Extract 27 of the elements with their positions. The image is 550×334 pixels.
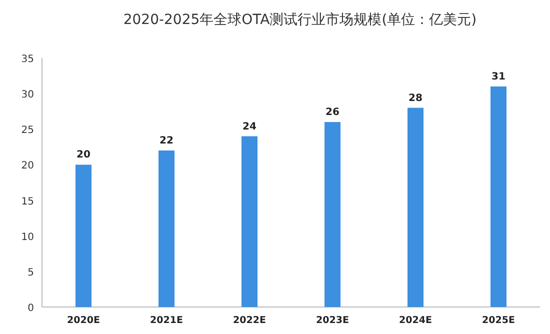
y-tick-label: 5 (28, 267, 34, 278)
x-tick-label: 2023E (316, 315, 349, 326)
data-label: 31 (492, 71, 506, 82)
y-tick-label: 15 (21, 196, 34, 208)
data-label: 20 (76, 150, 90, 161)
y-tick-label: 20 (21, 160, 34, 172)
y-tick-label: 35 (21, 54, 34, 65)
y-tick-label: 30 (21, 90, 34, 101)
bar (490, 86, 506, 307)
bar (408, 108, 424, 307)
bar (158, 150, 174, 307)
data-label: 28 (408, 92, 422, 104)
x-tick-label: 2025E (482, 315, 515, 326)
y-tick-label: 0 (28, 303, 34, 314)
bar (324, 122, 340, 307)
data-label: 24 (242, 121, 256, 132)
bar (242, 136, 258, 307)
chart-title: 2020-2025年全球OTA测试行业市场规模(单位：亿美元) (123, 12, 477, 28)
x-tick-label: 2022E (233, 315, 266, 326)
x-tick-label: 2021E (150, 315, 183, 326)
y-tick-label: 10 (21, 232, 34, 243)
x-tick-label: 2020E (67, 315, 100, 326)
data-label: 26 (326, 107, 340, 118)
x-tick-label: 2024E (399, 315, 432, 326)
bar (76, 164, 92, 307)
y-tick-label: 25 (21, 125, 34, 136)
data-label: 22 (160, 135, 174, 146)
